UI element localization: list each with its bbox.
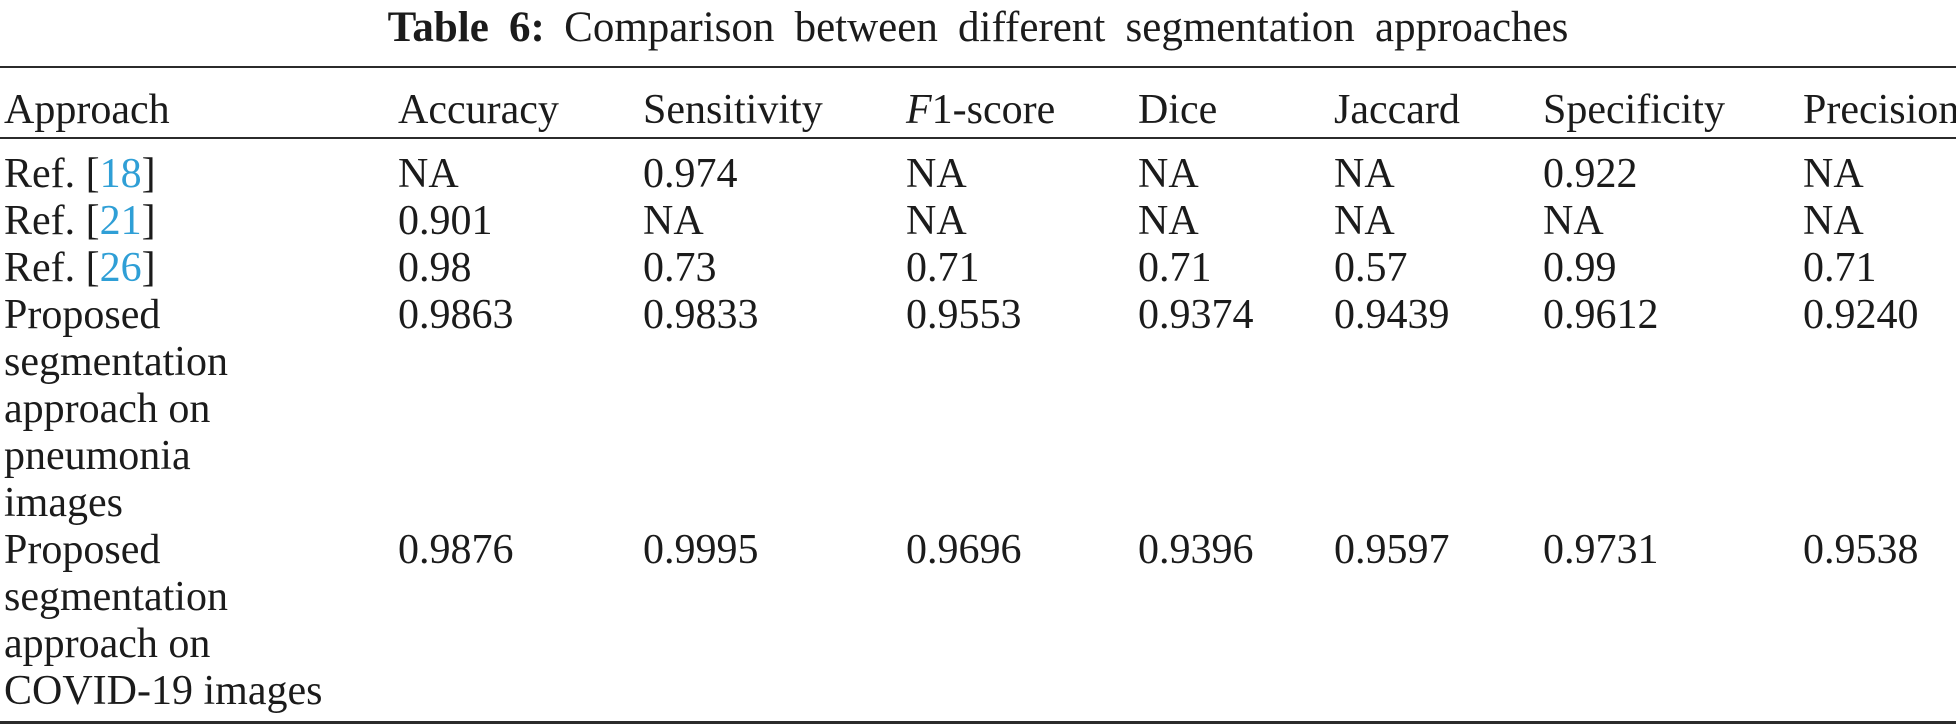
column-header-approach: Approach — [0, 67, 398, 139]
approach-cell: Ref. [21] — [0, 198, 398, 245]
value-cell-f1-score: 0.9553 — [906, 292, 1022, 338]
value-cell-jaccard: 0.57 — [1334, 245, 1408, 291]
table-row: Ref. [26] 0.98 0.73 0.71 0.71 0.57 0.99 0.71 — [0, 245, 1956, 292]
value-cell-dice: 0.9374 — [1138, 292, 1254, 338]
approach-cell: Ref. [26] — [0, 245, 398, 292]
approach-label-line: approach on — [4, 621, 211, 667]
value-cell-f1-score: NA — [906, 198, 967, 244]
value-cell-f1-score: 0.9696 — [906, 527, 1022, 573]
column-header-sensitivity: Sensitivity — [643, 67, 906, 139]
value-cell-accuracy: 0.901 — [398, 198, 493, 244]
column-header-specificity: Specificity — [1543, 67, 1803, 139]
table-caption-text: Comparison between different segmentatio… — [564, 4, 1569, 51]
value-cell-accuracy: NA — [398, 151, 459, 197]
approach-cell: Proposed segmentation approach on pneumonia… — [0, 292, 398, 527]
approach-label: ] — [141, 151, 156, 197]
column-header-accuracy: Accuracy — [398, 67, 643, 139]
approach-label-line: images — [4, 480, 123, 526]
approach-label: Ref. [ — [4, 151, 100, 197]
value-cell-sensitivity: 0.9833 — [643, 292, 759, 338]
citation-link-21[interactable]: 21 — [99, 198, 142, 244]
value-cell-dice: 0.9396 — [1138, 527, 1254, 573]
table-row: Ref. [18] NA 0.974 NA NA NA 0.922 NA — [0, 138, 1956, 198]
value-cell-accuracy: 0.9863 — [398, 292, 514, 338]
value-cell-jaccard: 0.9597 — [1334, 527, 1450, 573]
table-header-row: Approach Accuracy Sensitivity F1-score Dice J… — [0, 67, 1956, 139]
value-cell-sensitivity: 0.974 — [643, 151, 738, 197]
approach-cell: Proposed segmentation approach on COVID-19 … — [0, 527, 398, 723]
value-cell-specificity: 0.9612 — [1543, 292, 1659, 338]
value-cell-precision: 0.71 — [1803, 245, 1877, 291]
approach-label-line: Proposed — [4, 527, 161, 573]
table-caption-number: Table 6: — [387, 4, 545, 51]
value-cell-accuracy: 0.98 — [398, 245, 472, 291]
approach-cell: Ref. [18] — [0, 138, 398, 198]
approach-label: Ref. [ — [4, 198, 100, 244]
table-row: Proposed segmentation approach on COVID-19 … — [0, 527, 1956, 723]
table-body: Ref. [18] NA 0.974 NA NA NA 0.922 NA Ref. [21] 0.… — [0, 138, 1956, 723]
value-cell-jaccard: 0.9439 — [1334, 292, 1450, 338]
value-cell-sensitivity: 0.73 — [643, 245, 717, 291]
value-cell-accuracy: 0.9876 — [398, 527, 514, 573]
table-row: Proposed segmentation approach on pneumonia… — [0, 292, 1956, 527]
value-cell-specificity: NA — [1543, 198, 1604, 244]
table-caption: Table 6: Comparison between different seg… — [0, 0, 1956, 66]
approach-label-line: segmentation — [4, 339, 228, 385]
value-cell-sensitivity: 0.9995 — [643, 527, 759, 573]
approach-label: ] — [141, 245, 156, 291]
value-cell-dice: 0.71 — [1138, 245, 1212, 291]
approach-label-line: COVID-19 images — [4, 668, 323, 714]
approach-label-line: approach on — [4, 386, 211, 432]
value-cell-dice: NA — [1138, 198, 1199, 244]
value-cell-precision: NA — [1803, 151, 1864, 197]
comparison-table: Approach Accuracy Sensitivity F1-score Dice J… — [0, 66, 1956, 724]
approach-label: Ref. [ — [4, 245, 100, 291]
value-cell-precision: NA — [1803, 198, 1864, 244]
approach-label: ] — [141, 198, 156, 244]
value-cell-sensitivity: NA — [643, 198, 704, 244]
value-cell-jaccard: NA — [1334, 198, 1395, 244]
citation-link-18[interactable]: 18 — [99, 151, 142, 197]
value-cell-precision: 0.9538 — [1803, 527, 1919, 573]
value-cell-specificity: 0.922 — [1543, 151, 1638, 197]
value-cell-jaccard: NA — [1334, 151, 1395, 197]
citation-link-26[interactable]: 26 — [99, 245, 142, 291]
approach-label-line: Proposed — [4, 292, 161, 338]
value-cell-f1-score: NA — [906, 151, 967, 197]
value-cell-specificity: 0.9731 — [1543, 527, 1659, 573]
column-header-precision: Precision — [1803, 67, 1956, 139]
approach-label-line: pneumonia — [4, 433, 191, 479]
value-cell-dice: NA — [1138, 151, 1199, 197]
value-cell-specificity: 0.99 — [1543, 245, 1617, 291]
value-cell-precision: 0.9240 — [1803, 292, 1919, 338]
column-header-jaccard: Jaccard — [1334, 67, 1543, 139]
value-cell-f1-score: 0.71 — [906, 245, 980, 291]
table-row: Ref. [21] 0.901 NA NA NA NA NA NA — [0, 198, 1956, 245]
column-header-dice: Dice — [1138, 67, 1334, 139]
approach-label-line: segmentation — [4, 574, 228, 620]
column-header-f1-score: F1-score — [906, 67, 1138, 139]
